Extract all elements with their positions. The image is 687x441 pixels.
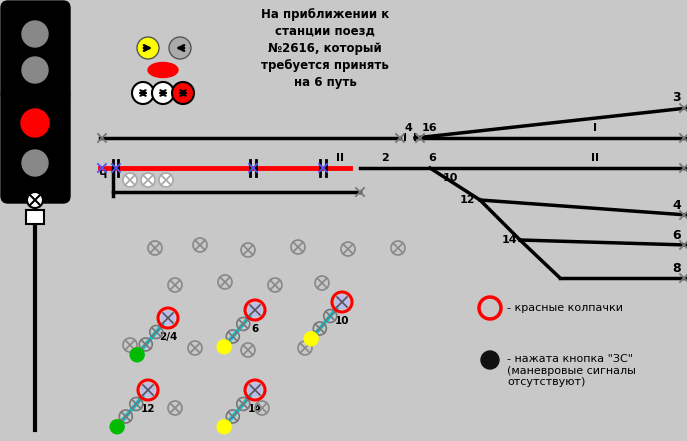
- Circle shape: [172, 82, 194, 104]
- Text: 4: 4: [404, 123, 412, 133]
- FancyBboxPatch shape: [26, 210, 44, 224]
- Text: На приближении к
станции поезд
№2616, который
требуется принять
на 6 путь: На приближении к станции поезд №2616, ко…: [261, 8, 389, 89]
- Circle shape: [130, 348, 144, 362]
- Circle shape: [217, 340, 231, 354]
- Circle shape: [21, 109, 49, 137]
- Text: 16: 16: [423, 123, 438, 133]
- Circle shape: [22, 21, 48, 47]
- Text: - нажата кнопка "ЗС"
(маневровые сигналы
отсутствуют): - нажата кнопка "ЗС" (маневровые сигналы…: [507, 354, 636, 387]
- Circle shape: [248, 383, 262, 397]
- Circle shape: [22, 57, 48, 83]
- Text: 4: 4: [672, 199, 681, 212]
- Circle shape: [152, 82, 174, 104]
- Text: 2: 2: [381, 153, 389, 163]
- Circle shape: [141, 383, 155, 397]
- Ellipse shape: [148, 63, 178, 78]
- Text: 2/4: 2/4: [159, 332, 177, 342]
- Text: 12: 12: [141, 404, 155, 414]
- Text: 3: 3: [672, 91, 681, 104]
- Circle shape: [217, 420, 231, 434]
- Text: I: I: [413, 133, 417, 143]
- Text: 14: 14: [502, 235, 517, 245]
- FancyBboxPatch shape: [1, 1, 70, 100]
- Text: 6: 6: [428, 153, 436, 163]
- Text: I: I: [403, 133, 407, 143]
- Text: Ч: Ч: [98, 170, 106, 180]
- Circle shape: [141, 173, 155, 187]
- Circle shape: [169, 37, 191, 59]
- Text: I: I: [593, 123, 597, 133]
- Circle shape: [161, 311, 175, 325]
- Text: 14: 14: [248, 404, 262, 414]
- Circle shape: [123, 173, 137, 187]
- Circle shape: [304, 332, 318, 346]
- Text: 10: 10: [442, 173, 458, 183]
- Circle shape: [481, 351, 499, 369]
- Text: 8: 8: [672, 262, 681, 275]
- Circle shape: [248, 303, 262, 317]
- Text: 6: 6: [251, 324, 258, 334]
- Circle shape: [137, 37, 159, 59]
- Text: - красные колпачки: - красные колпачки: [507, 303, 623, 313]
- Circle shape: [27, 192, 43, 208]
- Text: II: II: [336, 153, 344, 163]
- Circle shape: [110, 420, 124, 434]
- Text: 6: 6: [672, 229, 681, 242]
- Circle shape: [159, 173, 173, 187]
- Circle shape: [132, 82, 154, 104]
- Circle shape: [22, 150, 48, 176]
- Text: II: II: [591, 153, 599, 163]
- Text: 12: 12: [460, 195, 475, 205]
- FancyBboxPatch shape: [1, 89, 70, 203]
- Text: 10: 10: [335, 316, 349, 326]
- Circle shape: [335, 295, 349, 309]
